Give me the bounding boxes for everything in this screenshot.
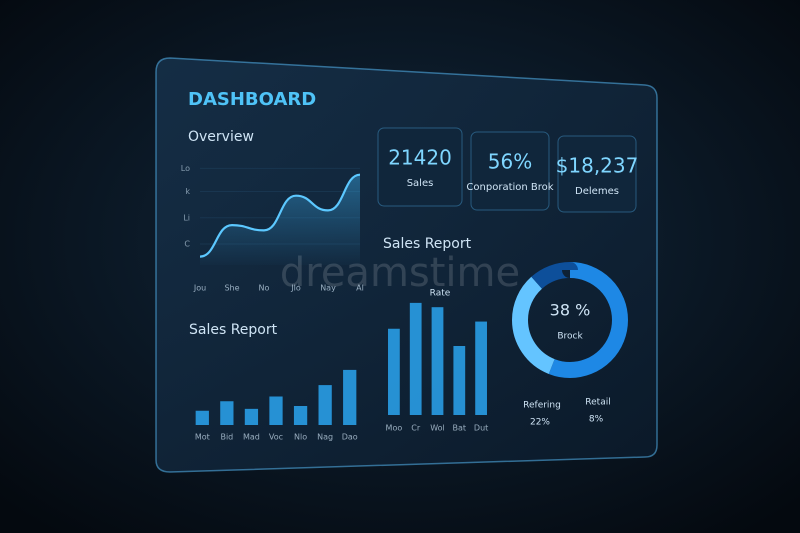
x-tick-label: Al [356, 284, 364, 293]
donut-label: Brock [557, 332, 583, 342]
chart-title: Overview [188, 129, 254, 145]
bar [388, 328, 400, 415]
x-tick-label: Mot [195, 433, 210, 442]
legend-value: 22% [530, 418, 550, 428]
x-tick-label: Wol [430, 424, 445, 433]
kpi-label: Delemes [575, 186, 619, 197]
chart-title: Sales Report [189, 322, 278, 338]
bar [244, 408, 259, 425]
line-area [200, 174, 360, 265]
legend-label: Refering [523, 401, 561, 411]
x-tick-label: Cr [411, 424, 421, 433]
bar [409, 302, 422, 415]
kpi-label: Sales [407, 178, 434, 189]
x-tick-label: Bat [453, 424, 467, 433]
kpi-value: 56% [488, 150, 532, 174]
x-tick-label: Mad [243, 433, 260, 442]
bar [269, 396, 283, 425]
y-tick-label: Li [183, 213, 190, 222]
kpi-card [470, 131, 550, 211]
bar [431, 307, 444, 415]
donut-value: 38 % [550, 301, 591, 320]
kpi-card [377, 127, 463, 207]
bar [453, 346, 466, 415]
kpi-card [557, 135, 637, 213]
legend-label: Retail [585, 398, 610, 408]
kpi-cards: 21420 Sales 56% Conporation Brok$18,237 Dele… [377, 127, 639, 213]
y-tick-label: C [184, 240, 190, 249]
bar [293, 406, 308, 425]
x-tick-label: Nag [317, 433, 333, 442]
x-tick-label: Bid [220, 433, 233, 442]
x-tick-label: Dao [342, 433, 358, 442]
x-tick-label: No [259, 284, 270, 293]
line-series [199, 173, 361, 258]
x-tick-label: She [224, 284, 239, 293]
bar [475, 321, 487, 415]
donut-segment [512, 262, 628, 378]
kpi-value: 21420 [388, 146, 452, 170]
x-tick-label: Jou [193, 284, 206, 293]
charts: Overview C Li k Lo Jou She No Jlo Nay Al Sales Repo… [181, 129, 628, 442]
donut-segment [512, 262, 628, 378]
x-tick-label: Nlo [294, 433, 307, 442]
dashboard-title: DASHBOARD [188, 89, 316, 110]
x-tick-label: Moo [386, 424, 403, 433]
chart-title: Sales Report [383, 236, 472, 252]
y-tick-label: k [185, 187, 190, 196]
kpi-label: Conporation Brok [466, 182, 553, 193]
x-tick-label: Jlo [290, 284, 301, 293]
chart-subtitle: Rate [430, 289, 451, 299]
kpi-value: $18,237 [556, 154, 639, 178]
bar [195, 410, 209, 425]
bar [343, 369, 357, 425]
x-tick-label: Nay [320, 284, 336, 293]
legend-value: 8% [589, 415, 604, 425]
y-tick-label: Lo [181, 164, 190, 173]
x-tick-label: Dut [474, 424, 488, 433]
bar [220, 401, 234, 425]
x-tick-label: Voc [269, 433, 283, 442]
bar [318, 385, 332, 425]
